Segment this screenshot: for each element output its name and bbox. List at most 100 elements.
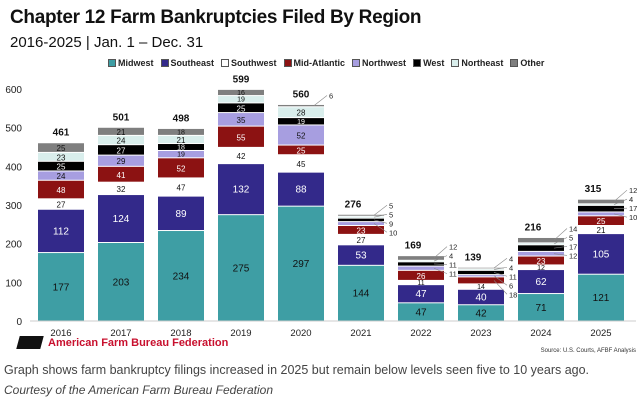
data-label: 11 bbox=[509, 272, 517, 281]
bar-segment-other bbox=[338, 214, 384, 216]
bar-segment-mid-atlantic bbox=[218, 126, 264, 147]
legend-label: Mid-Atlantic bbox=[293, 58, 346, 68]
afbf-logo: American Farm Bureau Federation bbox=[16, 336, 228, 349]
data-label: 5 bbox=[389, 210, 393, 219]
y-tick-label: 200 bbox=[5, 240, 22, 251]
data-label: 112 bbox=[53, 226, 69, 237]
data-label: 47 bbox=[415, 307, 427, 318]
bar-segment-northwest bbox=[458, 275, 504, 277]
data-label: 62 bbox=[535, 277, 547, 288]
bar-segment-northwest bbox=[98, 155, 144, 166]
bar-segment-southeast bbox=[218, 164, 264, 215]
total-label: 498 bbox=[173, 113, 190, 124]
data-label: 275 bbox=[233, 263, 250, 274]
data-label: 42 bbox=[475, 308, 487, 319]
bar-segment-northeast bbox=[518, 243, 564, 245]
bar-segment-west bbox=[38, 161, 84, 171]
data-label: 47 bbox=[177, 184, 186, 193]
data-label: 52 bbox=[297, 132, 306, 141]
bar-segment-other bbox=[38, 143, 84, 152]
data-label: 5 bbox=[389, 201, 393, 210]
legend-swatch bbox=[283, 59, 292, 67]
legend-swatch bbox=[108, 59, 116, 67]
bar-segment-west bbox=[218, 103, 264, 113]
leader-line bbox=[313, 95, 328, 106]
data-label: 19 bbox=[237, 97, 245, 104]
legend-item: Northeast bbox=[451, 58, 503, 68]
y-tick-label: 400 bbox=[5, 162, 22, 173]
bar-segment-mid-atlantic bbox=[38, 180, 84, 199]
bar-segment-mid-atlantic bbox=[578, 216, 624, 225]
leader-line bbox=[613, 213, 628, 218]
bar-segment-mid-atlantic bbox=[518, 256, 564, 265]
image-caption: Graph shows farm bankruptcy filings incr… bbox=[4, 363, 590, 377]
x-tick-label: 2024 bbox=[530, 328, 551, 339]
bar-segment-west bbox=[278, 118, 324, 125]
data-label: 25 bbox=[57, 163, 66, 172]
bar-segment-northwest bbox=[158, 150, 204, 158]
bar-segment-other bbox=[158, 128, 204, 135]
leader-line bbox=[553, 253, 568, 256]
data-label: 17 bbox=[569, 242, 577, 251]
data-label: 5 bbox=[569, 233, 573, 242]
leader-line bbox=[493, 272, 508, 277]
bar-segment-midwest bbox=[218, 215, 264, 321]
data-label: 17 bbox=[629, 204, 637, 213]
image-credit: Courtesy of the American Farm Bureau Fed… bbox=[4, 383, 274, 397]
leader-line bbox=[373, 223, 388, 233]
leader-line bbox=[493, 275, 508, 286]
data-label: 53 bbox=[355, 251, 367, 262]
legend-item: Northwest bbox=[352, 58, 406, 68]
data-label: 21 bbox=[177, 136, 186, 145]
legend-swatch bbox=[451, 59, 460, 67]
x-tick-label: 2025 bbox=[590, 328, 611, 339]
leader-line bbox=[553, 237, 568, 245]
bar-segment-southeast bbox=[398, 285, 444, 303]
legend-item: Midwest bbox=[108, 58, 154, 68]
bar-segment-other bbox=[458, 267, 504, 269]
stacked-bar-chart: 0100200300400500600177112274824252325461… bbox=[5, 74, 637, 339]
leader-line bbox=[433, 267, 448, 274]
data-label: 35 bbox=[237, 116, 246, 125]
bar-segment-other bbox=[278, 104, 324, 107]
bar-segment-midwest bbox=[338, 265, 384, 321]
data-label: 6 bbox=[509, 281, 513, 290]
bar-segment-midwest bbox=[38, 253, 84, 321]
x-tick-label: 2023 bbox=[470, 328, 491, 339]
legend-swatch bbox=[221, 59, 230, 67]
data-label: 45 bbox=[297, 160, 306, 169]
data-label: 24 bbox=[117, 137, 126, 146]
data-label: 23 bbox=[357, 226, 366, 235]
bar-segment-midwest bbox=[158, 231, 204, 321]
data-label: 21 bbox=[117, 128, 126, 137]
bar-segment-mid-atlantic bbox=[98, 166, 144, 182]
afbf-logo-mark-icon bbox=[16, 336, 44, 349]
total-label: 461 bbox=[53, 128, 70, 139]
data-label: 4 bbox=[509, 254, 513, 263]
bar-segment-northeast bbox=[398, 260, 444, 262]
data-label: 4 bbox=[449, 252, 453, 261]
data-label: 41 bbox=[117, 171, 126, 180]
data-label: 52 bbox=[177, 164, 186, 173]
data-label: 10 bbox=[629, 213, 637, 222]
data-label: 6 bbox=[329, 91, 333, 100]
bar-segment-northwest bbox=[218, 113, 264, 126]
bar-segment-northeast bbox=[218, 96, 264, 103]
legend-swatch bbox=[413, 59, 422, 67]
bar-segment-west bbox=[98, 145, 144, 155]
data-label: 88 bbox=[295, 185, 307, 196]
bar-segment-southeast bbox=[458, 289, 504, 305]
bar-segment-midwest bbox=[398, 303, 444, 321]
bar-segment-northeast bbox=[338, 216, 384, 218]
legend-item: Southeast bbox=[160, 58, 214, 68]
bar-segment-mid-atlantic bbox=[458, 277, 504, 284]
data-label: 71 bbox=[535, 303, 547, 314]
data-label: 18 bbox=[177, 129, 185, 136]
data-label: 4 bbox=[629, 195, 633, 204]
data-label: 12 bbox=[537, 265, 545, 272]
bar-segment-west bbox=[518, 245, 564, 251]
data-label: 9 bbox=[389, 219, 393, 228]
x-tick-label: 2019 bbox=[230, 328, 251, 339]
bar-segment-west bbox=[158, 144, 204, 150]
bar-segment-other bbox=[518, 237, 564, 243]
